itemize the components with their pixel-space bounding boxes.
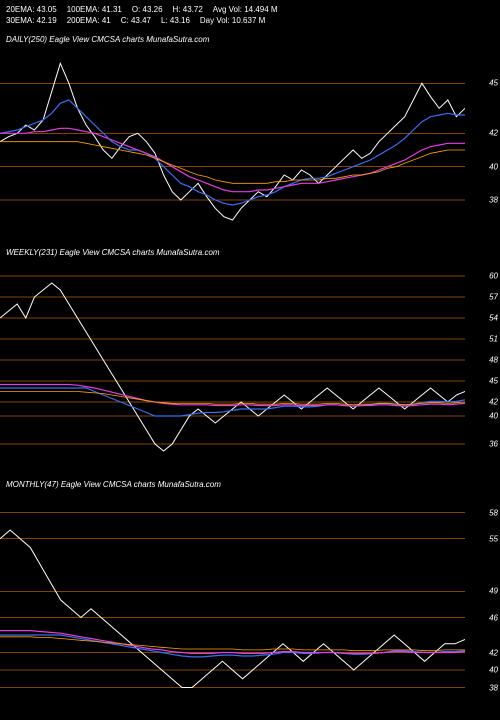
chart-svg — [0, 50, 465, 250]
axis-label: 40 — [489, 162, 498, 171]
y-axis: 45 42 40 38 — [465, 50, 500, 250]
y-axis: 60 57 54 51 48 45 42 40 36 — [465, 262, 500, 472]
axis-label: 46 — [489, 613, 498, 622]
axis-label: 45 — [489, 79, 498, 88]
header-stat: C: 43.47 — [121, 16, 151, 25]
series-line — [0, 392, 465, 405]
header: 20EMA: 43.05 100EMA: 41.31 O: 43.26 H: 43.7… — [6, 4, 288, 26]
series-line — [0, 530, 465, 688]
header-stat: 20EMA: 43.05 — [6, 5, 57, 14]
chart-svg — [0, 495, 465, 705]
header-stat: 30EMA: 42.19 — [6, 16, 57, 25]
header-stat: O: 43.26 — [132, 5, 163, 14]
chart-panel — [0, 262, 465, 472]
series-line — [0, 283, 465, 451]
axis-label: 42 — [489, 129, 498, 138]
axis-label: 42 — [489, 648, 498, 657]
axis-label: 54 — [489, 314, 498, 323]
header-row-2: 30EMA: 42.19 200EMA: 41 C: 43.47 L: 43.16 Da… — [6, 15, 288, 26]
header-row-1: 20EMA: 43.05 100EMA: 41.31 O: 43.26 H: 43.7… — [6, 4, 288, 15]
chart-panel — [0, 495, 465, 705]
header-stat: Avg Vol: 14.494 M — [213, 5, 278, 14]
header-stat: L: 43.16 — [161, 16, 190, 25]
series-line — [0, 100, 465, 205]
header-stat: H: 43.72 — [173, 5, 203, 14]
axis-label: 40 — [489, 666, 498, 675]
header-stat: Day Vol: 10.637 M — [200, 16, 265, 25]
axis-label: 51 — [489, 335, 498, 344]
axis-label: 57 — [489, 293, 498, 302]
series-line — [0, 637, 465, 651]
axis-label: 60 — [489, 272, 498, 281]
axis-label: 36 — [489, 440, 498, 449]
y-axis: 58 55 49 46 42 40 38 — [465, 495, 500, 705]
header-stat: 100EMA: 41.31 — [67, 5, 122, 14]
panel-title: WEEKLY(231) Eagle View CMCSA charts Muna… — [6, 248, 220, 257]
axis-label: 49 — [489, 587, 498, 596]
series-line — [0, 128, 465, 191]
panel-title: DAILY(250) Eagle View CMCSA charts Munaf… — [6, 35, 209, 44]
axis-label: 38 — [489, 196, 498, 205]
chart-panel — [0, 50, 465, 250]
axis-label: 40 — [489, 412, 498, 421]
axis-label: 48 — [489, 356, 498, 365]
chart-svg — [0, 262, 465, 472]
axis-label: 38 — [489, 683, 498, 692]
series-line — [0, 635, 465, 657]
axis-label: 45 — [489, 377, 498, 386]
series-line — [0, 142, 465, 184]
panel-title: MONTHLY(47) Eagle View CMCSA charts Muna… — [6, 480, 221, 489]
axis-label: 58 — [489, 508, 498, 517]
axis-label: 55 — [489, 534, 498, 543]
header-stat: 200EMA: 41 — [67, 16, 111, 25]
axis-label: 42 — [489, 398, 498, 407]
